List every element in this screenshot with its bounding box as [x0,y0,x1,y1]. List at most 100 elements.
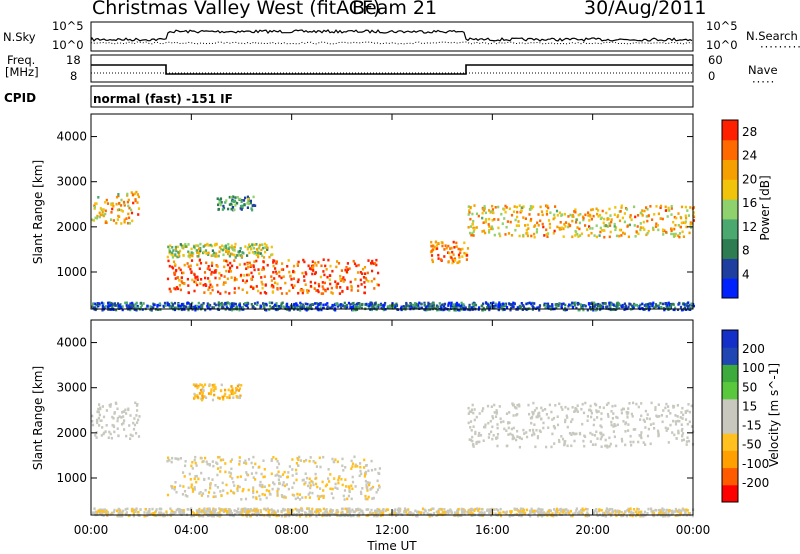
data-cell [263,468,266,471]
data-cell [610,410,613,413]
data-cell [198,492,201,495]
data-cell [327,306,330,310]
data-cell [628,402,631,405]
data-cell [222,283,225,286]
data-cell [496,423,499,426]
data-cell [670,232,673,236]
data-cell [365,483,368,487]
data-cell [630,412,633,416]
data-cell [564,303,567,307]
data-cell [588,225,591,228]
data-cell [150,309,153,312]
data-cell [517,220,520,223]
data-cell [495,412,498,415]
data-cell [153,303,156,307]
data-cell [106,202,110,205]
data-cell [450,256,453,260]
data-cell [560,435,563,438]
data-cell [104,201,107,204]
data-cell [493,233,496,237]
data-cell [536,306,539,309]
data-cell [549,306,552,310]
data-cell [233,291,236,294]
data-cell [255,508,258,512]
data-cell [575,306,578,310]
data-cell [676,419,679,423]
data-cell [645,417,649,420]
data-cell [613,435,616,439]
data-cell [515,507,519,511]
data-cell [396,508,400,512]
data-cell [238,250,241,253]
data-cell [117,512,121,515]
data-cell [204,308,207,312]
data-cell [361,302,364,306]
data-cell [108,304,112,307]
data-cell [251,509,254,512]
data-cell [231,264,234,268]
data-cell [369,511,372,514]
colorbar-tick-label: -200 [742,476,769,490]
data-cell [356,514,359,518]
data-cell [253,268,256,272]
data-cell [448,308,451,312]
data-cell [307,264,310,268]
data-cell [206,462,209,466]
data-cell [299,289,302,292]
data-cell [595,224,598,227]
data-cell [345,485,348,488]
data-cell [364,272,367,275]
data-cell [447,511,450,515]
data-cell [681,434,684,437]
data-cell [98,403,101,406]
data-cell [349,280,352,284]
data-cell [596,212,599,216]
data-cell [611,508,614,511]
data-cell [664,514,667,518]
data-cell [654,305,657,308]
data-cell [601,512,605,515]
data-cell [108,301,111,304]
data-cell [600,216,603,220]
data-cell [686,409,689,413]
data-cell [466,247,470,250]
data-cell [661,509,665,513]
data-cell [364,464,368,467]
data-cell [241,489,244,493]
data-cell [561,510,564,513]
data-cell [346,497,349,501]
data-cell [218,277,221,280]
data-cell [542,426,545,430]
data-cell [334,458,337,461]
data-cell [636,507,639,511]
data-cell [329,487,332,491]
data-cell [457,247,460,251]
data-cell [151,512,154,516]
data-cell [174,271,177,275]
data-cell [478,440,481,444]
data-cell [319,465,322,469]
data-cell [510,306,513,310]
data-cell [505,412,509,415]
data-cell [657,228,660,232]
data-cell [117,434,120,438]
data-cell [302,305,306,308]
data-cell [223,508,226,511]
data-cell [541,222,544,226]
data-cell [135,190,138,194]
data-cell [475,415,478,419]
data-cell [441,303,444,306]
data-cell [195,304,198,308]
data-cell [106,511,109,514]
data-cell [544,513,547,516]
data-cell [160,507,163,511]
data-cell [633,224,636,227]
data-cell [595,235,598,239]
data-cell [565,414,568,418]
data-cell [217,290,220,294]
data-cell [574,301,577,305]
data-cell [173,488,176,491]
data-cell [634,235,637,238]
data-cell [685,302,689,306]
data-cell [608,235,611,239]
